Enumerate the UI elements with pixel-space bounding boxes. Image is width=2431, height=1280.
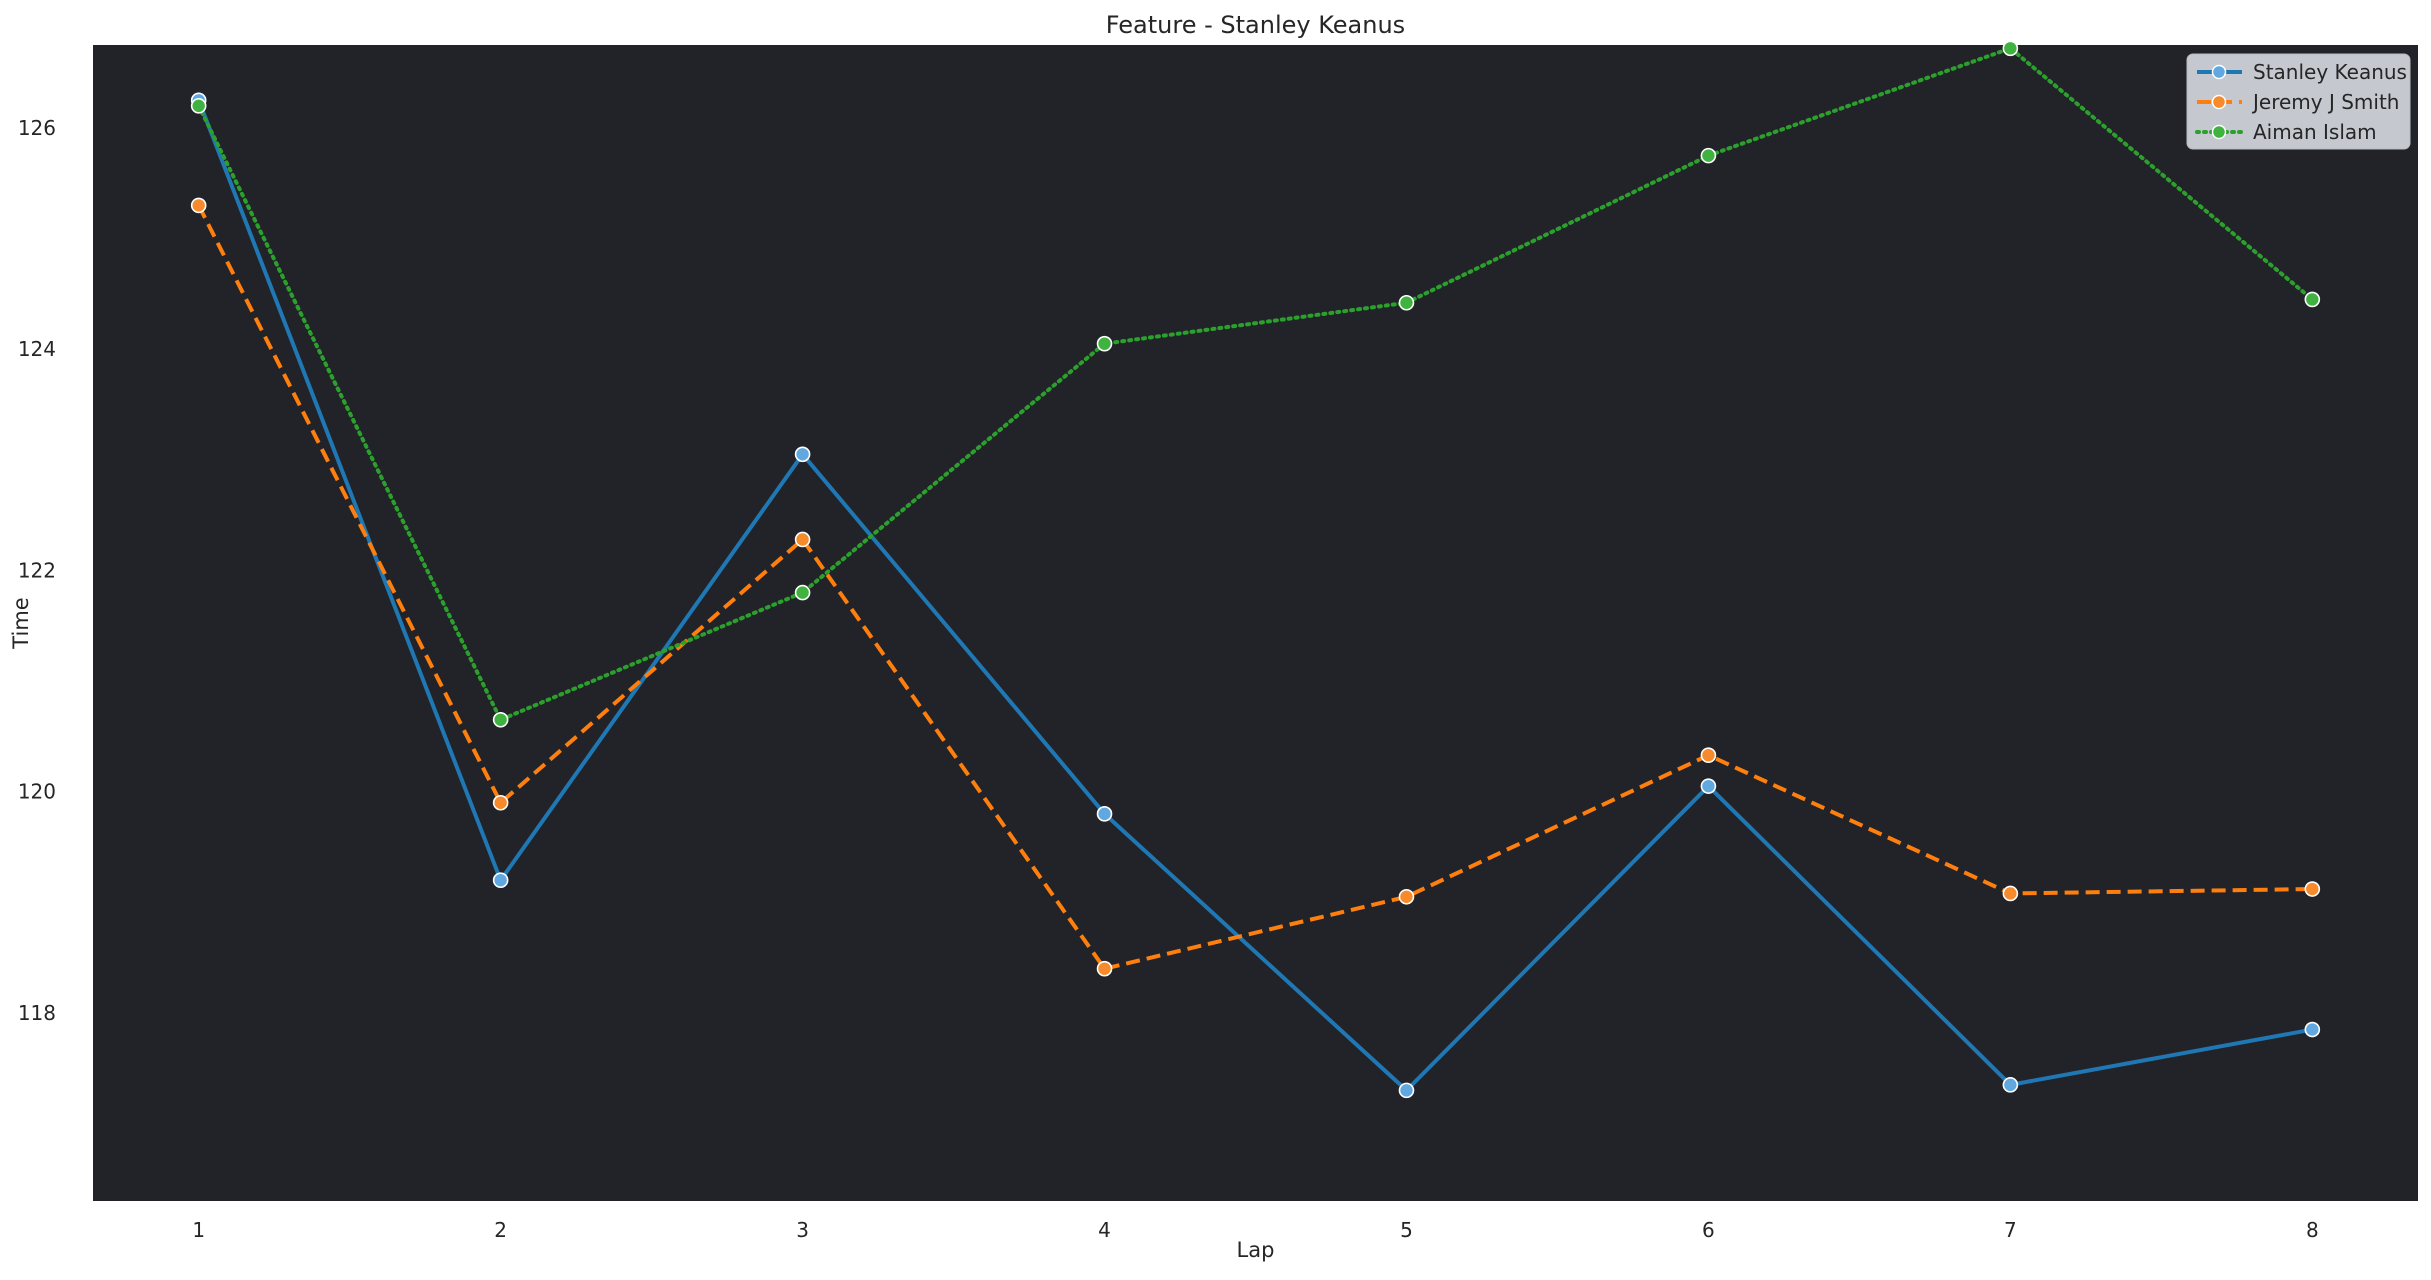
legend-entry-0: Stanley Keanus	[2253, 60, 2407, 84]
chart-title: Feature - Stanley Keanus	[1106, 11, 1405, 39]
legend: Stanley Keanus Jeremy J Smith Aiman Islam	[2186, 53, 2411, 150]
series-point-1	[1096, 960, 1113, 977]
series-point-0	[2002, 1077, 2019, 1093]
series-point-0	[492, 872, 509, 888]
series-point-2	[1700, 147, 1717, 164]
y-axis-label: Time	[9, 597, 33, 649]
x-tick-label: 5	[1400, 1218, 1413, 1242]
series-point-1	[1700, 747, 1717, 763]
x-tick-label: 6	[1702, 1218, 1715, 1242]
series-point-1	[492, 794, 509, 811]
series-point-2	[492, 711, 509, 728]
series-point-2	[2304, 291, 2321, 308]
legend-swatch-marker-1	[2211, 94, 2227, 110]
series-point-2	[2002, 40, 2019, 57]
y-tick-label: 126	[18, 116, 56, 140]
legend-swatch-marker-2	[2211, 124, 2227, 140]
y-tick-label: 122	[18, 558, 56, 582]
series-point-2	[1096, 335, 1113, 352]
series-line-0	[196, 99, 2313, 1093]
x-tick-label: 8	[2306, 1218, 2319, 1242]
tick-layer: 1 2 3 4 5 6 7 8 118 120 122 124 126	[18, 116, 2319, 1242]
series-point-0	[1700, 778, 1717, 794]
series-line-1	[196, 204, 2313, 971]
series-point-2	[190, 98, 207, 114]
marker-layer	[190, 40, 2321, 1099]
series-point-1	[2002, 885, 2019, 902]
series-point-1	[2304, 881, 2321, 897]
series-point-1	[190, 197, 207, 214]
x-tick-label: 2	[494, 1218, 507, 1242]
legend-swatch-marker-0	[2211, 64, 2227, 80]
x-tick-label: 4	[1098, 1218, 1111, 1242]
plot-background	[93, 45, 2418, 1201]
series-point-1	[1398, 888, 1415, 905]
series-point-2	[1398, 294, 1415, 311]
legend-box	[2186, 53, 2411, 150]
x-tick-label: 1	[192, 1218, 205, 1242]
series-point-0	[1398, 1082, 1415, 1099]
series-layer	[196, 46, 2315, 1093]
series-point-0	[794, 446, 811, 463]
series-point-1	[794, 531, 811, 548]
y-tick-label: 120	[18, 780, 56, 804]
x-tick-label: 3	[796, 1218, 809, 1242]
series-line-2	[196, 46, 2315, 722]
legend-entry-1: Jeremy J Smith	[2251, 90, 2399, 114]
x-tick-label: 7	[2004, 1218, 2017, 1242]
series-point-2	[794, 584, 811, 601]
y-tick-label: 124	[18, 337, 56, 361]
series-point-0	[1096, 806, 1113, 822]
series-point-0	[2304, 1021, 2321, 1038]
x-axis-label: Lap	[1237, 1238, 1275, 1262]
legend-entry-2: Aiman Islam	[2253, 120, 2377, 144]
y-tick-label: 118	[18, 1001, 56, 1025]
